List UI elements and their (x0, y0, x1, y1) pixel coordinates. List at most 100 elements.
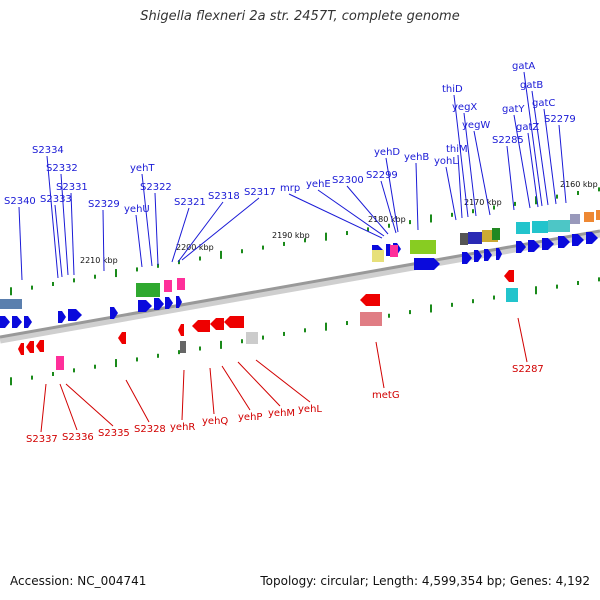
top-gene-label: S2322 (140, 182, 172, 193)
forward-gene-arrow (176, 296, 182, 308)
reverse-gene-arrow (178, 324, 184, 336)
top-gene-label: S2279 (544, 114, 576, 125)
forward-gene-arrow (414, 258, 440, 270)
gene-feature-block (180, 341, 186, 353)
top-gene-label: S2340 (4, 196, 36, 207)
top-gene-leader (135, 214, 143, 268)
forward-gene-arrow (12, 316, 22, 328)
top-gene-label: S2317 (244, 187, 276, 198)
gene-feature-block (570, 214, 580, 224)
bottom-gene-label: S2336 (62, 432, 94, 443)
scale-tick-lower (178, 350, 180, 355)
forward-gene-arrow (110, 307, 118, 319)
gene-feature-block (548, 220, 570, 232)
top-gene-label: mrp (280, 183, 300, 194)
scale-tick-upper (493, 205, 495, 210)
bottom-gene-label: yehR (170, 422, 195, 433)
scale-tick-upper (367, 227, 369, 232)
top-gene-leader (453, 94, 469, 218)
scale-tick-lower (535, 286, 537, 295)
top-gene-label: S2318 (208, 191, 240, 202)
top-gene-label: gatC (532, 98, 555, 109)
forward-gene-arrow (24, 316, 32, 328)
scale-tick-upper (178, 260, 180, 265)
scale-tick-upper (535, 196, 537, 205)
forward-gene-arrow (572, 234, 584, 246)
bottom-gene-label: S2287 (512, 364, 544, 375)
scale-tick-lower (409, 310, 411, 315)
top-gene-label: S2332 (46, 163, 78, 174)
top-gene-leader (558, 124, 567, 204)
top-gene-label: gatA (512, 61, 535, 72)
reverse-gene-arrow (504, 270, 514, 282)
gene-feature-block (136, 283, 160, 297)
bottom-gene-leader (237, 361, 281, 407)
top-gene-leader (380, 180, 397, 234)
top-gene-leader (18, 206, 23, 281)
bottom-gene-label: S2328 (134, 424, 166, 435)
gene-feature-block (460, 233, 468, 245)
top-gene-leader (385, 157, 399, 233)
gene-feature-block (492, 228, 500, 240)
gene-feature-block (246, 332, 258, 344)
top-gene-label: thiM (446, 144, 468, 155)
top-gene-leader (457, 154, 463, 219)
scale-tick-lower (136, 357, 138, 362)
scale-tick-upper (157, 263, 159, 268)
reverse-gene-arrow (224, 316, 244, 328)
top-gene-label: S2300 (332, 175, 364, 186)
forward-gene-arrow (496, 248, 502, 260)
forward-gene-arrow (58, 311, 66, 323)
top-gene-leader (473, 130, 491, 216)
reverse-gene-arrow (118, 332, 126, 344)
scale-tick-upper (52, 281, 54, 286)
scale-tick-upper (31, 285, 33, 290)
scale-tick-upper (115, 269, 117, 278)
forward-gene-arrow (558, 236, 570, 248)
scale-tick-lower (157, 353, 159, 358)
scale-tick-lower (262, 335, 264, 340)
scale-label: 2200 kbp (176, 243, 214, 252)
scale-tick-lower (430, 304, 432, 313)
scale-tick-lower (73, 368, 75, 373)
scale-label: 2160 kbp (560, 180, 598, 189)
top-gene-leader (531, 90, 549, 206)
top-gene-label: S2334 (32, 145, 64, 156)
scale-tick-lower (220, 340, 222, 349)
top-gene-leader (70, 192, 75, 276)
scale-tick-lower (52, 371, 54, 376)
scale-tick-upper (241, 249, 243, 254)
gene-feature-block (164, 280, 172, 292)
bottom-gene-label: yehP (238, 412, 262, 423)
scale-tick-upper (598, 187, 600, 192)
top-gene-leader (177, 201, 224, 263)
scale-tick-upper (10, 287, 12, 296)
bottom-gene-label: yehQ (202, 416, 228, 427)
reverse-gene-arrow (18, 343, 24, 355)
reverse-gene-arrow (192, 320, 210, 332)
forward-gene-arrow (474, 250, 482, 262)
top-gene-leader (317, 189, 385, 237)
backbone-shadow (0, 230, 600, 344)
top-gene-leader (102, 209, 105, 272)
top-gene-leader (181, 197, 260, 261)
top-gene-label: yegW (462, 120, 490, 131)
gene-feature-block (584, 212, 594, 222)
top-gene-leader (523, 71, 543, 207)
gene-feature-block (0, 299, 22, 309)
reverse-gene-arrow (360, 294, 380, 306)
top-gene-leader (506, 145, 515, 211)
scale-tick-upper (388, 223, 390, 228)
top-gene-leader (463, 112, 477, 217)
scale-tick-lower (115, 359, 117, 368)
top-gene-leader (346, 185, 389, 235)
bottom-gene-leader (125, 379, 150, 423)
scale-label: 2170 kbp (464, 198, 502, 207)
scale-tick-upper (346, 231, 348, 236)
scale-tick-lower (346, 321, 348, 326)
scale-label: 2210 kbp (80, 256, 118, 265)
scale-tick-upper (304, 238, 306, 243)
top-gene-label: thiD (442, 84, 463, 95)
forward-gene-arrow (154, 298, 164, 310)
